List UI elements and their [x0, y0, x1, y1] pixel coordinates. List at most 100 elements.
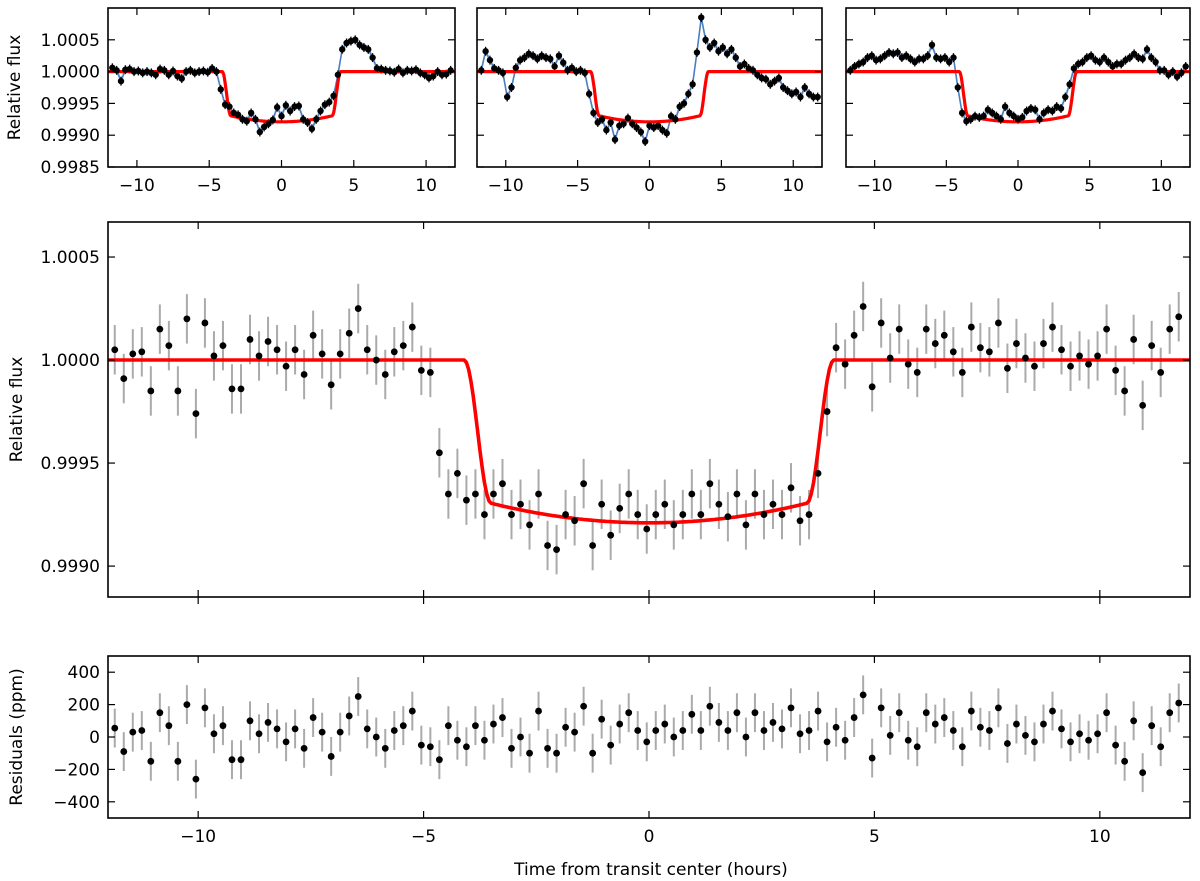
data-point: [637, 128, 645, 136]
x-tick-label: 0: [1013, 176, 1024, 196]
data-point: [1178, 69, 1185, 77]
data-point: [581, 69, 589, 77]
data-point: [688, 710, 696, 718]
data-point: [693, 49, 701, 56]
data-point: [634, 511, 642, 518]
data-point: [1118, 60, 1125, 68]
data-point: [742, 733, 750, 741]
data-point: [733, 709, 741, 717]
data-point: [544, 744, 551, 752]
x-tick-label: 5: [1084, 176, 1095, 196]
data-point: [326, 98, 333, 106]
data-point: [796, 517, 804, 525]
data-point: [562, 511, 569, 518]
data-point: [1121, 757, 1129, 765]
data-point: [652, 511, 660, 518]
data-point: [309, 331, 317, 339]
data-point: [237, 756, 245, 764]
data-point: [447, 67, 454, 74]
data-point: [1031, 738, 1038, 746]
data-point: [958, 109, 966, 117]
data-point: [895, 325, 903, 333]
data-point: [327, 753, 335, 760]
transit-model-line: [108, 358, 1190, 525]
data-point: [120, 748, 128, 755]
data-point: [904, 360, 912, 368]
y-tick-label: 400: [68, 663, 100, 683]
data-point: [958, 369, 966, 376]
panel-frame: [107, 7, 456, 168]
data-point: [1112, 366, 1120, 374]
y-axis-label: Relative flux: [5, 35, 25, 141]
data-point: [749, 67, 757, 74]
data-point: [1067, 362, 1074, 370]
data-point: [503, 93, 511, 101]
data-point: [204, 69, 211, 76]
data-point: [924, 52, 931, 59]
data-point: [544, 542, 551, 549]
data-point: [724, 513, 732, 521]
data-point: [553, 749, 560, 757]
data-point: [165, 722, 173, 730]
panel-frame: [845, 7, 1191, 168]
x-tick-label: 0: [276, 176, 287, 196]
data-point: [1022, 731, 1029, 739]
data-point: [490, 720, 497, 728]
x-tick-label: −10: [857, 176, 893, 196]
data-point: [850, 331, 858, 339]
data-point: [1094, 352, 1101, 360]
data-point: [252, 116, 259, 123]
data-point: [426, 369, 434, 376]
data-point: [1139, 401, 1147, 409]
data-point: [590, 109, 597, 117]
data-point: [165, 71, 172, 78]
data-point: [234, 111, 242, 119]
data-point: [841, 736, 849, 744]
data-point: [715, 719, 723, 726]
data-point: [1022, 354, 1029, 362]
data-point: [976, 723, 984, 731]
data-point: [760, 511, 768, 518]
data-point: [751, 709, 759, 717]
x-tick-label: 5: [716, 176, 727, 196]
data-point: [517, 500, 524, 508]
data-point: [1130, 717, 1138, 725]
data-point: [624, 114, 632, 122]
data-point: [1036, 116, 1043, 123]
data-point: [1103, 325, 1110, 333]
data-point: [273, 104, 281, 111]
data-point: [399, 342, 407, 350]
data-point: [372, 356, 380, 364]
data-point: [1013, 340, 1020, 347]
data-point: [823, 738, 831, 746]
data-point: [1049, 707, 1056, 715]
data-point: [138, 348, 146, 356]
data-point: [950, 54, 957, 61]
data-point: [994, 704, 1002, 712]
data-point: [778, 725, 786, 733]
data-point: [210, 730, 218, 738]
data-point: [330, 92, 337, 99]
data-point: [228, 385, 236, 393]
data-point: [1040, 340, 1047, 347]
data-point: [877, 319, 885, 327]
data-point: [1175, 699, 1183, 707]
data-point: [499, 69, 507, 77]
data-point: [805, 511, 813, 518]
data-point: [147, 757, 155, 765]
data-point: [1148, 722, 1156, 730]
data-point: [408, 707, 416, 715]
y-tick-label: 0: [89, 728, 100, 748]
data-point: [1057, 105, 1065, 112]
data-point: [282, 362, 290, 370]
data-point: [954, 84, 961, 91]
x-tick-label: −10: [180, 827, 216, 847]
x-tick-label: 5: [869, 827, 880, 847]
data-point: [598, 116, 606, 123]
x-tick-label: −5: [934, 176, 959, 196]
data-point: [1130, 50, 1138, 57]
data-point: [625, 709, 633, 717]
data-point: [1161, 67, 1168, 74]
data-point: [318, 728, 326, 736]
data-point: [291, 346, 299, 354]
